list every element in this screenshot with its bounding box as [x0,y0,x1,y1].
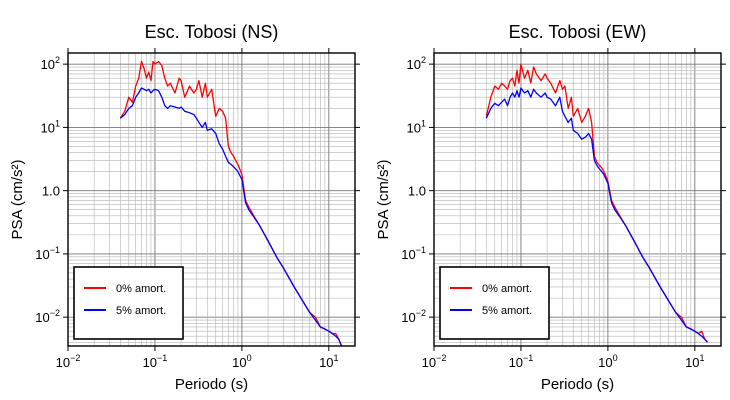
y-tick-label-base: 10 [35,310,49,325]
legend-label: 5% amort. [482,305,532,317]
y-tick-label-base: 10 [41,57,55,72]
y-tick-label-base: 10 [401,310,415,325]
x-tick-label-exp: 0 [613,353,618,363]
x-tick-label-exp: −2 [436,353,446,363]
x-tick-label-base: 10 [598,355,612,370]
y-tick-label-exp: 1 [421,118,426,128]
y-tick-label-exp: 2 [421,55,426,65]
chart-title: Esc. Tobosi (EW) [509,22,647,42]
x-axis-label: Periodo (s) [175,376,248,393]
x-tick-label-base: 10 [232,355,246,370]
grid [433,53,722,346]
legend-box [439,266,550,340]
y-tick-label-exp: −1 [50,245,60,255]
y-tick-label-exp: −2 [50,308,60,318]
y-tick-label-base: 10 [407,120,421,135]
x-tick-label: 10−2 [56,353,81,370]
series-line-damped [119,87,343,347]
x-tick-label: 100 [598,353,617,370]
x-tick-label-base: 10 [319,355,333,370]
x-tick-label-base: 10 [509,355,523,370]
y-tick-label-base: 1.0 [42,184,60,199]
x-tick-label: 101 [685,353,704,370]
x-tick-label-base: 10 [143,355,157,370]
legend-label: 5% amort. [116,305,166,317]
x-tick-label-exp: 0 [247,353,252,363]
x-tick-label-exp: 1 [334,353,339,363]
y-tick-label-exp: −2 [416,308,426,318]
y-tick-label: 10−2 [401,308,426,325]
y-tick-label: 101 [407,118,426,135]
x-tick-label-base: 10 [422,355,436,370]
y-tick-label: 102 [407,55,426,72]
legend-label: 0% amort. [116,283,166,295]
plot-frame [67,52,356,347]
legend-box [73,266,184,340]
y-tick-label-base: 10 [35,247,49,262]
x-tick-label: 10−1 [143,353,168,370]
y-tick-label: 10−1 [35,245,60,262]
x-tick-label-exp: 1 [700,353,705,363]
y-axis-label: PSA (cm/s²) [9,159,26,239]
x-axis-label: Periodo (s) [541,376,614,393]
plot-frame [433,52,722,347]
y-tick-label: 1.0 [42,184,60,199]
y-tick-label-exp: 1 [55,118,60,128]
y-tick-label-base: 10 [41,120,55,135]
y-tick-label-exp: 2 [55,55,60,65]
y-tick-label: 10−1 [401,245,426,262]
x-tick-label: 101 [319,353,338,370]
y-tick-label: 102 [41,55,60,72]
y-axis-label: PSA (cm/s²) [375,159,392,239]
x-tick-label: 100 [232,353,251,370]
legend: 0% amort. 5% amort. [439,266,550,340]
y-tick-label-base: 10 [407,57,421,72]
y-tick-label-base: 1.0 [408,184,426,199]
x-tick-label-exp: −1 [523,353,533,363]
x-tick-label-exp: −2 [70,353,80,363]
y-tick-label: 101 [41,118,60,135]
chart-title: Esc. Tobosi (NS) [145,22,279,42]
series-line-damped [485,87,708,343]
y-tick-label-exp: −1 [416,245,426,255]
y-tick-label: 10−2 [35,308,60,325]
x-tick-label-base: 10 [685,355,699,370]
x-tick-label: 10−2 [422,353,447,370]
legend: 0% amort. 5% amort. [73,266,184,340]
x-tick-label-base: 10 [56,355,70,370]
y-tick-label: 1.0 [408,184,426,199]
y-tick-label-base: 10 [401,247,415,262]
legend-label: 0% amort. [482,283,532,295]
x-tick-label: 10−1 [509,353,534,370]
x-tick-label-exp: −1 [157,353,167,363]
